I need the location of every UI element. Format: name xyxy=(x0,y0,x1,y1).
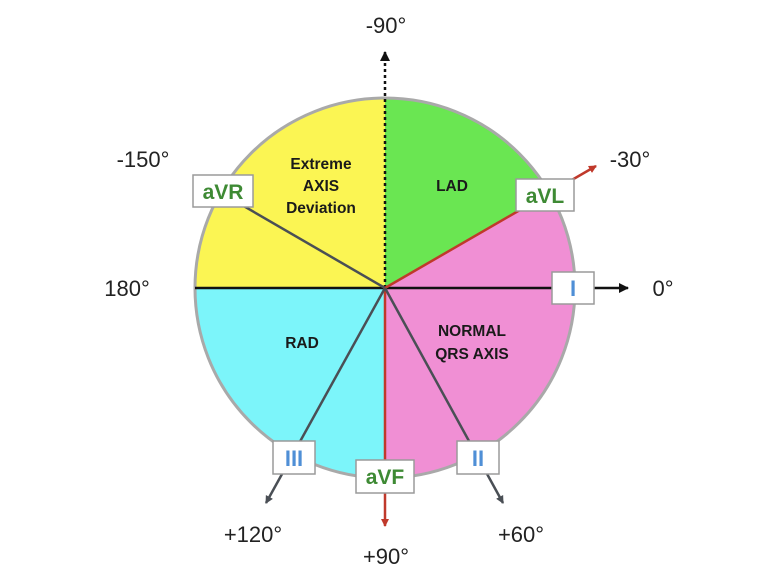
angle-label-180: 180° xyxy=(104,276,150,301)
extreme-axis-sector xyxy=(195,98,385,288)
lead-box-avf: aVF xyxy=(355,459,415,494)
angle-label-minus90: -90° xyxy=(366,13,407,38)
lead-label-avf: aVF xyxy=(366,466,405,489)
region-label-lad: LAD xyxy=(436,178,468,195)
lad-sector xyxy=(385,98,550,288)
angle-label-0: 0° xyxy=(652,276,673,301)
lead-label-ii: II xyxy=(472,446,484,471)
angle-label-plus60: +60° xyxy=(498,522,544,547)
lead-label-avr: aVR xyxy=(203,181,244,204)
lead-label-avl: aVL xyxy=(526,185,565,208)
angle-label-plus120: +120° xyxy=(224,522,282,547)
region-label-extreme-1: Extreme xyxy=(290,156,352,173)
lead-box-i: I xyxy=(551,271,595,305)
region-label-extreme-2: AXIS xyxy=(303,178,339,195)
region-label-extreme-3: Deviation xyxy=(286,200,356,217)
normal-axis-sector xyxy=(385,193,575,478)
angle-label-plus90: +90° xyxy=(363,544,409,569)
lead-box-ii: II xyxy=(456,440,500,475)
region-label-rad: RAD xyxy=(285,335,319,352)
angle-label-minus150: -150° xyxy=(117,147,170,172)
region-label-normal-1: NORMAL xyxy=(438,323,506,340)
rad-sector xyxy=(195,288,385,478)
lead-label-iii: III xyxy=(285,446,303,471)
lead-label-i: I xyxy=(570,276,576,301)
lead-box-avl: aVL xyxy=(515,178,575,212)
lead-box-iii: III xyxy=(272,440,316,475)
lead-box-avr: aVR xyxy=(192,174,254,208)
angle-label-minus30: -30° xyxy=(610,147,651,172)
region-label-normal-2: QRS AXIS xyxy=(435,346,509,363)
